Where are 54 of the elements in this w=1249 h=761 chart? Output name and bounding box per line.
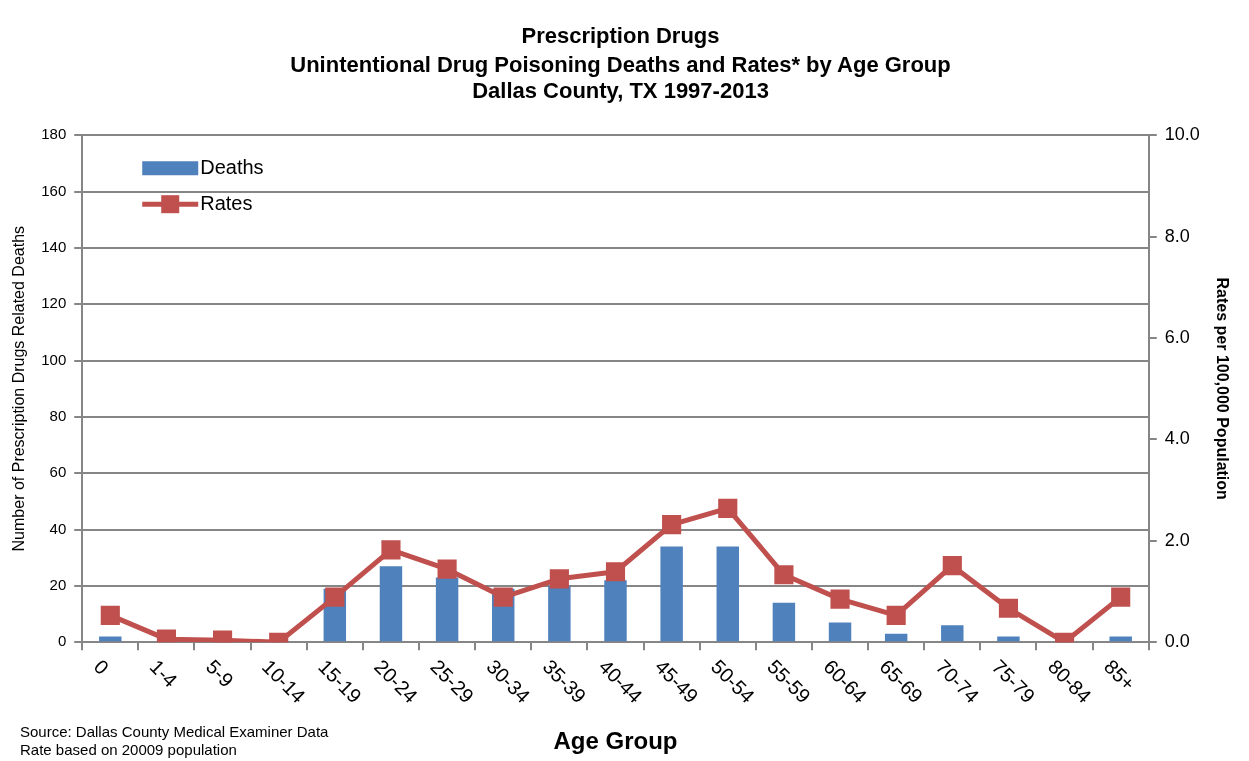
- point: [774, 565, 794, 585]
- point: [437, 559, 457, 579]
- point: [942, 556, 962, 576]
- point: [830, 589, 850, 609]
- bar: [941, 625, 964, 642]
- text: Rate based on 20009 population: [20, 741, 237, 759]
- bar: [660, 546, 683, 642]
- x-tick-label: 5-9: [201, 655, 238, 692]
- chart-subtitle: Unintentional Drug Poisoning Deaths and Rates* by Age Group Dallas County, TX 1997-2013: [290, 51, 951, 104]
- y-axis-title: Number of Prescription Drugs Related Deaths: [10, 225, 28, 552]
- point: [381, 540, 401, 560]
- point: [100, 605, 120, 625]
- y2-tick-label: 0.0: [1164, 631, 1190, 652]
- bar: [716, 546, 739, 642]
- y-tick-label: 160: [41, 181, 67, 199]
- bar: [379, 566, 403, 642]
- bar: [548, 585, 571, 642]
- legend-label: Deaths: [200, 155, 264, 178]
- y2-tick-label: 8.0: [1164, 225, 1190, 246]
- x-tick-label: 0: [89, 655, 113, 679]
- chart-title: Prescription Drugs: [521, 23, 720, 49]
- bar: [884, 633, 908, 642]
- x-tick-label: 1-4: [145, 655, 182, 692]
- x-axis-title: Age Group: [553, 727, 678, 755]
- y-tick-label: 80: [49, 407, 67, 425]
- bar: [828, 622, 852, 642]
- x-tick-label: 85+: [1099, 655, 1140, 695]
- bar: [604, 580, 627, 642]
- y-tick-label: 0: [57, 632, 67, 650]
- point: [718, 498, 738, 518]
- y2-tick-label: 10.0: [1164, 124, 1200, 145]
- y-tick-label: 100: [41, 350, 67, 368]
- source-note: Source: Dallas County Medical Examiner Data: [20, 723, 330, 741]
- point: [325, 587, 345, 607]
- point: [549, 569, 569, 589]
- point: [998, 598, 1018, 618]
- y-tick-label: 40: [49, 519, 67, 537]
- y-tick-label: 60: [49, 463, 67, 481]
- y-tick-label: 20: [49, 576, 67, 594]
- y2-tick-label: 6.0: [1164, 326, 1190, 347]
- point: [662, 515, 682, 535]
- bar: [435, 577, 459, 642]
- point: [493, 587, 513, 607]
- point: [1111, 587, 1131, 607]
- bar: [772, 602, 796, 642]
- y2-axis-title: Rates per 100,000 Population: [1213, 277, 1231, 500]
- y-tick-label: 180: [41, 125, 67, 143]
- y-tick-label: 140: [41, 238, 67, 256]
- y-tick-label: 120: [41, 294, 67, 312]
- legend-label: Rates: [200, 191, 253, 214]
- y2-tick-label: 2.0: [1164, 529, 1190, 550]
- point: [886, 605, 906, 625]
- y2-tick-label: 4.0: [1164, 428, 1190, 449]
- point: [605, 562, 626, 582]
